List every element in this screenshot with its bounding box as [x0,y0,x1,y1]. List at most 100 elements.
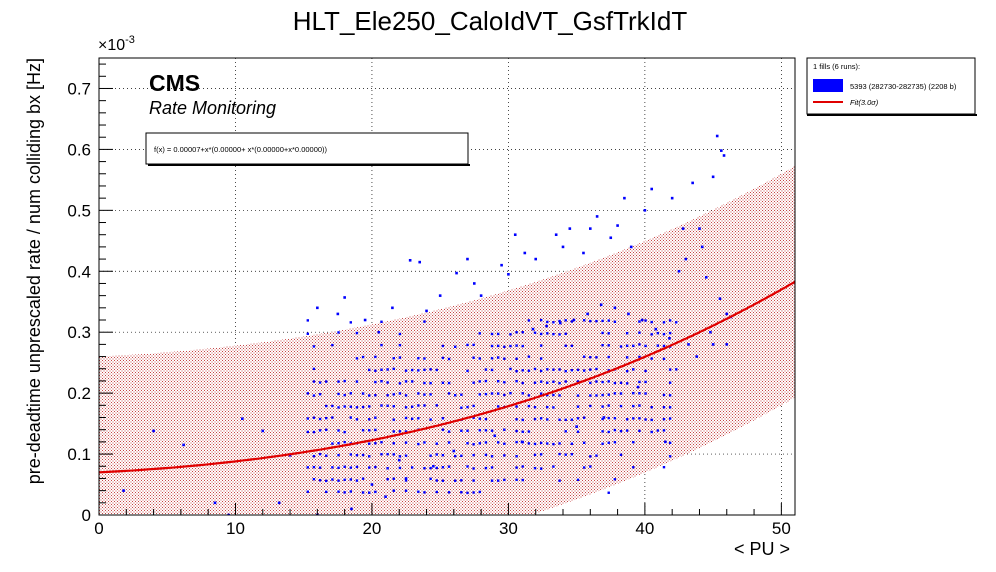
data-point [325,454,328,457]
data-point [503,393,506,397]
data-point [654,327,658,331]
data-point [355,380,359,383]
data-point [625,418,629,421]
data-point [423,357,426,360]
data-point [466,405,469,409]
data-point [312,465,316,469]
data-point [484,379,488,383]
data-point [638,404,641,407]
legend-series-label: 5393 (282730-282735) (2208 b) [850,82,957,91]
data-point [472,491,475,494]
data-point [638,392,641,395]
data-point [668,441,672,445]
data-point [509,333,512,336]
data-point [380,441,383,444]
data-point [490,332,494,336]
data-point [496,332,500,336]
data-point [589,455,592,458]
data-point [546,405,549,409]
data-point [429,368,432,371]
data-point [343,430,346,434]
data-point [318,479,322,482]
data-point [417,392,420,395]
data-point [355,357,359,360]
data-point [662,393,666,397]
ticks-layer: 0 10 20 30 40 50 0 0.1 0.2 0.3 0.4 0.5 0.6 0.7 [67,63,791,538]
data-point [607,369,610,372]
data-point [616,224,619,227]
data-point [447,392,451,395]
data-point [725,343,729,346]
data-point [582,369,586,372]
data-point [423,320,426,323]
data-point [318,452,322,456]
data-point [368,418,371,421]
data-point [523,251,527,255]
data-point [700,245,704,249]
data-point [632,440,635,444]
data-point [613,441,617,444]
data-point [576,368,580,372]
data-point [122,489,125,492]
data-point [503,454,506,457]
data-point [644,344,647,348]
data-point [572,318,576,322]
data-point [558,381,561,385]
data-point [546,381,549,385]
data-point [343,491,346,494]
data-point [368,394,371,397]
data-point [447,357,451,361]
data-point [539,344,543,347]
data-point [377,330,381,334]
data-point [355,418,359,421]
data-point [240,417,244,421]
data-point [441,381,445,384]
data-point [331,466,334,469]
data-point [368,466,371,469]
data-point [349,453,352,456]
data-point [472,343,475,347]
data-point [677,269,681,273]
data-point [503,381,506,384]
data-point [337,479,340,482]
data-point [613,381,617,385]
data-point [478,357,481,360]
data-point [582,441,586,444]
fit-band [99,165,795,515]
data-point [418,260,422,264]
data-point [527,430,531,433]
data-point [306,490,309,493]
data-point [586,312,589,316]
data-point [453,345,457,348]
data-point [380,453,383,456]
data-point [277,501,281,505]
data-point [423,441,426,444]
data-point [472,381,475,384]
data-point [460,479,463,482]
data-point [718,297,722,300]
data-point [527,442,531,445]
data-point [527,355,531,358]
data-point [595,454,598,457]
data-point [432,464,435,468]
data-point [513,233,517,237]
data-point [711,343,715,346]
data-point [398,343,402,347]
data-point [704,276,708,279]
legend-fit-label: Fit(3.0σ) [850,98,879,107]
data-point [355,465,359,469]
data-point [484,453,488,457]
data-point [595,356,598,359]
data-point [337,380,340,383]
data-point [261,429,265,433]
data-point [374,394,377,397]
data-point [632,417,635,420]
data-point [343,379,346,383]
data-point [582,355,586,358]
data-point [589,465,592,468]
data-point [527,319,531,322]
data-point [602,416,606,419]
data-point [558,394,561,397]
data-point [588,227,592,230]
data-point [417,404,420,407]
